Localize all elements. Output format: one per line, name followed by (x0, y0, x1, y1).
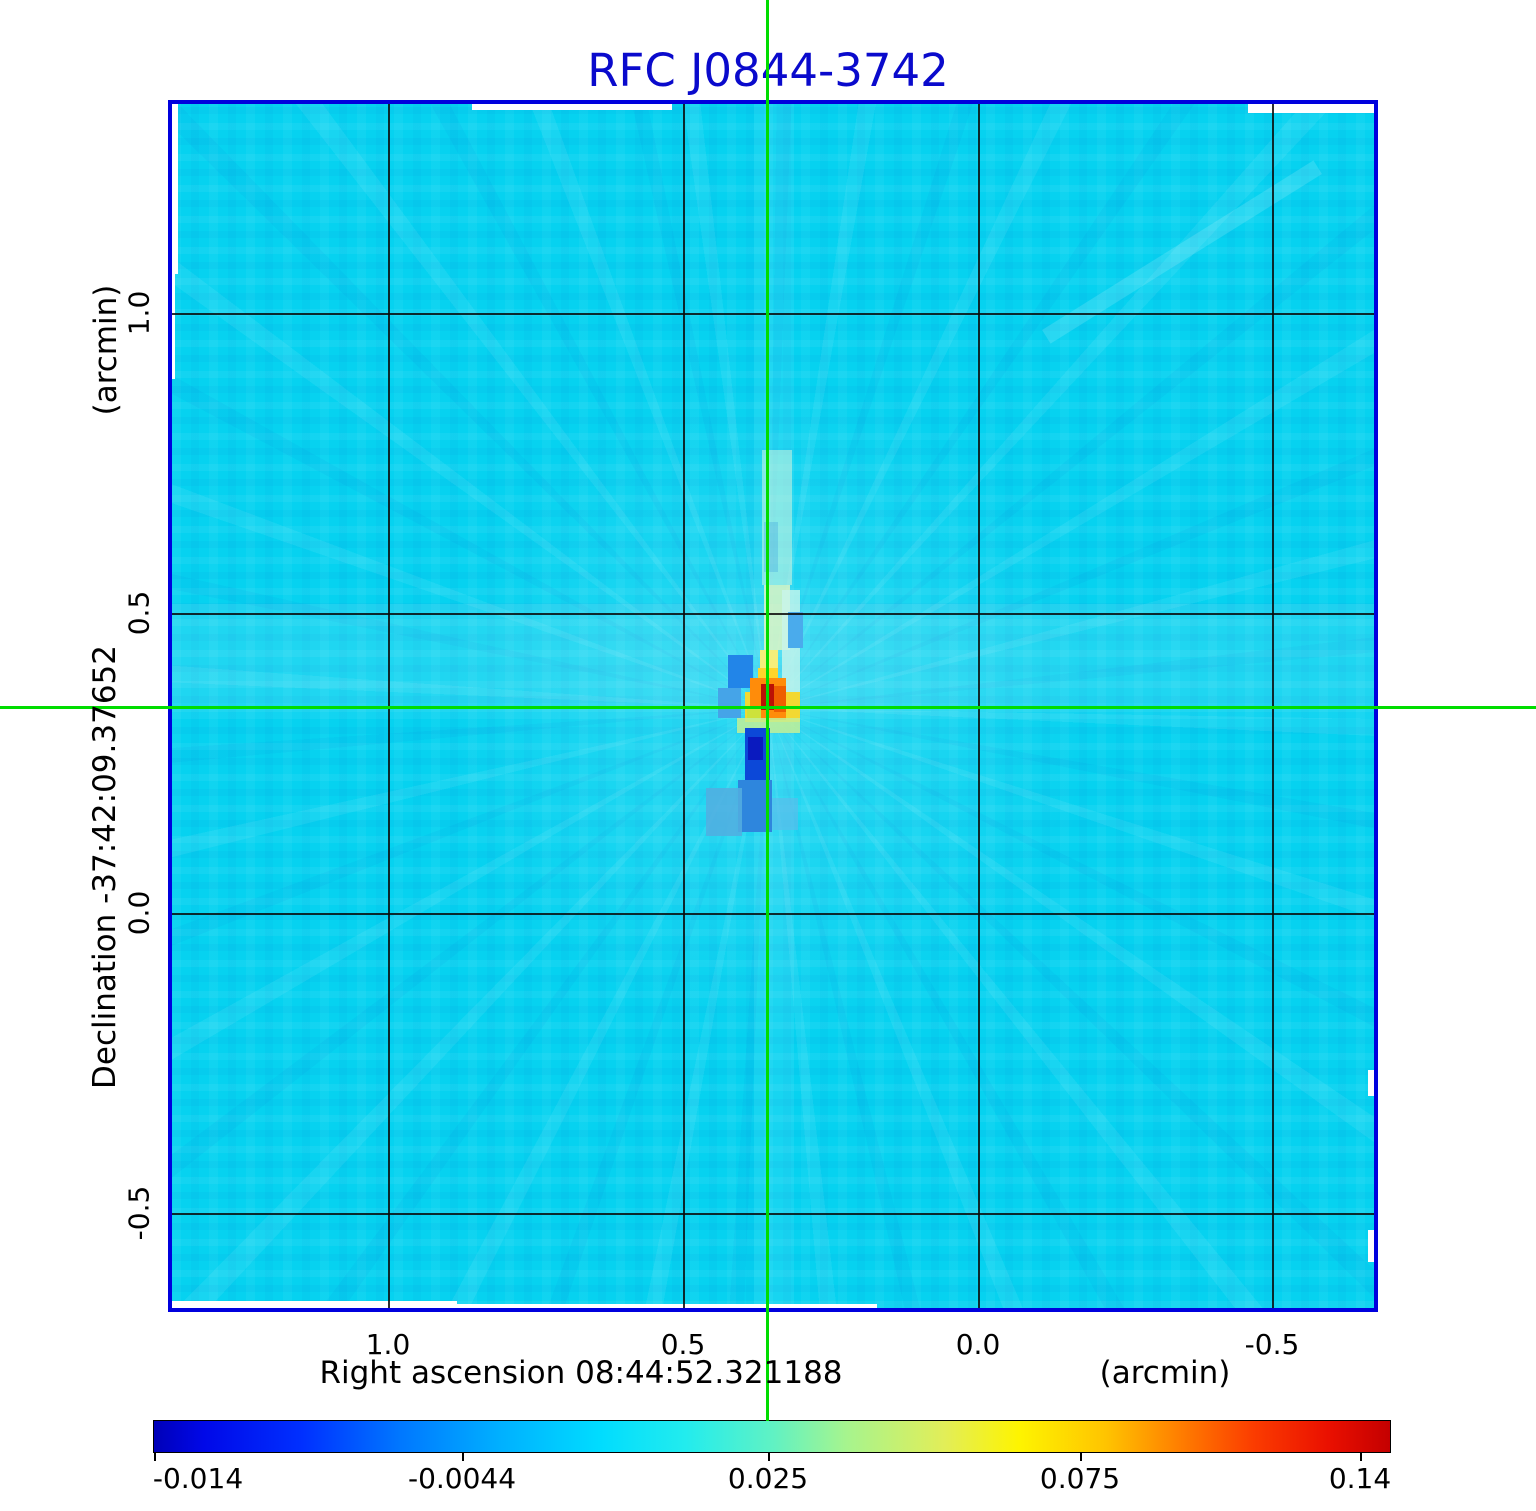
colorbar-tick-label: 0.075 (1039, 1462, 1121, 1495)
x-axis-unit: (arcmin) (1099, 1355, 1231, 1391)
source-feature-blob (728, 655, 753, 688)
gridline-horizontal (172, 313, 1374, 315)
map-edge-gap (172, 274, 175, 379)
map-edge-gap (172, 1301, 457, 1308)
map-edge-gap (1368, 1070, 1374, 1096)
gridline-horizontal (172, 1213, 1374, 1215)
x-tick-label: 1.0 (365, 1328, 411, 1361)
colorbar-tick-mark (768, 1453, 770, 1461)
x-axis-title: Right ascension 08:44:52.321188 (319, 1355, 843, 1391)
y-tick-label: -0.5 (122, 1185, 156, 1241)
map-edge-gap (457, 1304, 877, 1308)
source-feature-blob (772, 798, 798, 830)
y-tick-label: 1.0 (122, 290, 156, 336)
gridline-horizontal (172, 913, 1374, 915)
crosshair-horizontal-line (0, 706, 1536, 709)
source-feature-blob (748, 737, 763, 760)
map-edge-gap (1248, 104, 1374, 113)
colorbar-tick-mark (154, 1453, 156, 1461)
crosshair-vertical-line (766, 0, 769, 1421)
source-feature-blob (747, 706, 761, 721)
map-edge-gap (172, 104, 178, 274)
y-tick-label: 0.5 (122, 590, 156, 636)
colorbar (153, 1420, 1391, 1453)
x-tick-label: 0.0 (955, 1328, 1001, 1361)
colorbar-tick-label: -0.014 (152, 1462, 244, 1495)
map-edge-gaps-layer (172, 104, 1374, 1308)
colorbar-tick-mark (462, 1453, 464, 1461)
colorbar-tick-label: 0.025 (727, 1462, 809, 1495)
gridline-horizontal (172, 613, 1374, 615)
colorbar-tick-mark (1360, 1453, 1362, 1461)
x-tick-label: 0.5 (660, 1328, 706, 1361)
colorbar-tick-label: -0.0044 (407, 1462, 517, 1495)
colorbar-tick-mark (1080, 1453, 1082, 1461)
colorbar-tick-label: 0.14 (1328, 1462, 1392, 1495)
source-feature-blob (760, 650, 778, 672)
y-axis-title: Declination -37:42:09.37652 (87, 645, 123, 1089)
source-feature-blob (718, 688, 741, 718)
map-edge-gap (1368, 1230, 1374, 1262)
y-axis-unit: (arcmin) (88, 284, 124, 416)
source-feature-blob (774, 686, 786, 712)
y-tick-label: 0.0 (122, 890, 156, 936)
map-edge-gap (472, 104, 672, 110)
x-tick-label: -0.5 (1244, 1328, 1300, 1361)
source-feature-blob (706, 788, 742, 836)
source-feature-blob (788, 612, 803, 648)
